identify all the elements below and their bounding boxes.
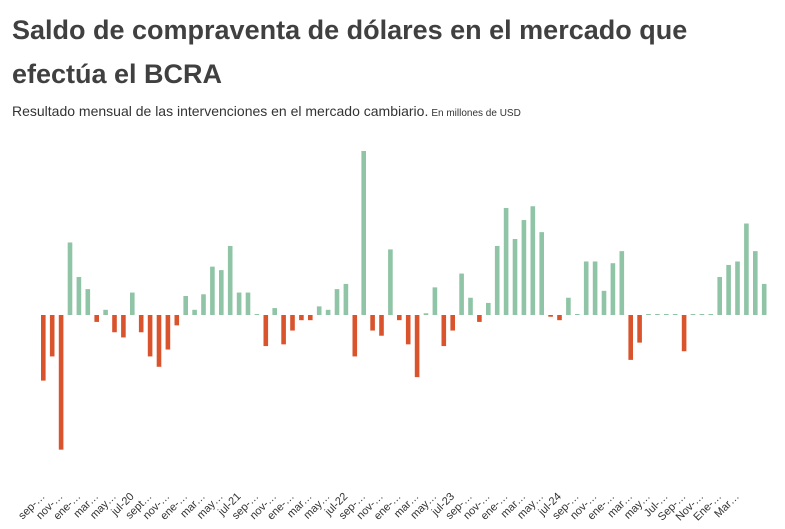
- bar-oct-19: [49, 315, 55, 357]
- bar-ago-21: [245, 292, 251, 315]
- bar-jul-25: [664, 314, 669, 315]
- bar-Mar-26: [735, 261, 740, 315]
- bar-ago-24: [566, 297, 571, 315]
- bar-feb-24: [512, 239, 518, 315]
- bar-feb-26: [726, 264, 731, 315]
- bar-nov-21: [272, 308, 277, 315]
- bar-oct-25: [690, 314, 696, 315]
- bar-feb-22: [299, 315, 304, 321]
- unit-note: En millones de USD: [431, 108, 521, 119]
- bar-dic-20: [174, 315, 180, 326]
- bar-feb-25: [619, 251, 625, 315]
- bar-dic-19: [67, 242, 73, 315]
- bar-ago-25: [672, 314, 678, 315]
- bar-oct-24: [583, 261, 589, 315]
- chart-subtitle: Resultado mensual de las intervenciones …: [12, 103, 521, 119]
- bar-dic-24: [601, 290, 607, 315]
- bar-jul-20: [130, 292, 135, 315]
- bar-nov-24: [592, 261, 598, 315]
- bar-abr-21: [210, 266, 215, 315]
- bar-dic-22: [388, 249, 393, 315]
- bar-jun-24: [548, 315, 553, 317]
- bar-jul-21: [236, 292, 242, 315]
- bar-mar-23: [414, 315, 420, 378]
- bar-jun-26: [761, 283, 767, 315]
- bar-sep-23: [468, 297, 473, 315]
- bars-group: [41, 151, 767, 450]
- bar-nov-23: [486, 302, 491, 315]
- bar-oct-21: [263, 315, 269, 347]
- bar-oct-23: [477, 315, 482, 322]
- bar-ene-24: [503, 207, 509, 315]
- bar-may-20: [112, 315, 117, 333]
- bar-sep-19: [41, 315, 46, 381]
- bar-abr-25: [637, 315, 642, 343]
- bar-mar-20: [94, 315, 99, 322]
- bar-ene-22: [290, 315, 295, 331]
- x-tick-labels: sep-…nov-…ene-…mar…may…jul-20sept…nov-…e…: [16, 491, 742, 524]
- bar-may-21: [219, 270, 224, 315]
- bar-jun-25: [655, 314, 660, 315]
- bar-oct-22: [370, 315, 375, 331]
- bar-dic-23: [494, 245, 500, 315]
- bar-jun-21: [227, 245, 233, 315]
- bar-jul-22: [343, 283, 349, 315]
- bar-abr-22: [316, 306, 322, 315]
- bar-feb-21: [192, 309, 197, 315]
- bar-may-26: [753, 251, 758, 315]
- bar-nov-20: [165, 315, 171, 350]
- bar-ene-21: [183, 296, 188, 315]
- bar-abr-23: [423, 313, 429, 315]
- bar-Ene-26: [717, 277, 722, 315]
- bar-mar-24: [521, 220, 527, 315]
- bar-may-24: [539, 232, 544, 315]
- bar-nov-22: [379, 315, 384, 336]
- bar-ene-25: [610, 263, 616, 315]
- bar-sep-24: [575, 314, 580, 315]
- bar-abr-20: [103, 309, 108, 315]
- chart-title: Saldo de compraventa de dólares en el me…: [12, 15, 688, 89]
- bar-mar-22: [308, 315, 313, 321]
- bar-sep-25: [681, 315, 687, 352]
- bar-sept-20: [147, 315, 153, 357]
- bar-abr-26: [744, 223, 749, 315]
- bar-nov-19: [58, 315, 64, 450]
- bar-ene-23: [397, 315, 402, 321]
- bar-jun-22: [334, 289, 340, 315]
- bar-Nov-25: [699, 314, 705, 315]
- bar-dic-21: [281, 315, 286, 345]
- bar-may-22: [325, 309, 331, 315]
- bar-abr-24: [530, 206, 536, 315]
- bar-mar-25: [628, 315, 633, 360]
- bar-ago-22: [352, 315, 358, 357]
- bar-jun-23: [441, 315, 447, 347]
- bar-jul-24: [557, 315, 562, 321]
- bar-sep-22: [361, 151, 366, 315]
- bar-feb-23: [405, 315, 411, 345]
- bar-ago-23: [459, 273, 464, 315]
- bar-jun-20: [121, 315, 126, 338]
- bar-jul-23: [450, 315, 455, 331]
- bar-may-23: [432, 287, 438, 315]
- bar-ago-20: [138, 315, 144, 333]
- bar-may-25: [646, 314, 651, 315]
- bar-sep-21: [254, 314, 260, 315]
- bar-mar-21: [201, 294, 206, 315]
- subtitle-text: Resultado mensual de las intervenciones …: [12, 103, 429, 119]
- bar-oct-20: [156, 315, 162, 367]
- bar-feb-20: [85, 289, 91, 315]
- bar-dic-25: [708, 314, 714, 315]
- bar-ene-20: [76, 277, 82, 315]
